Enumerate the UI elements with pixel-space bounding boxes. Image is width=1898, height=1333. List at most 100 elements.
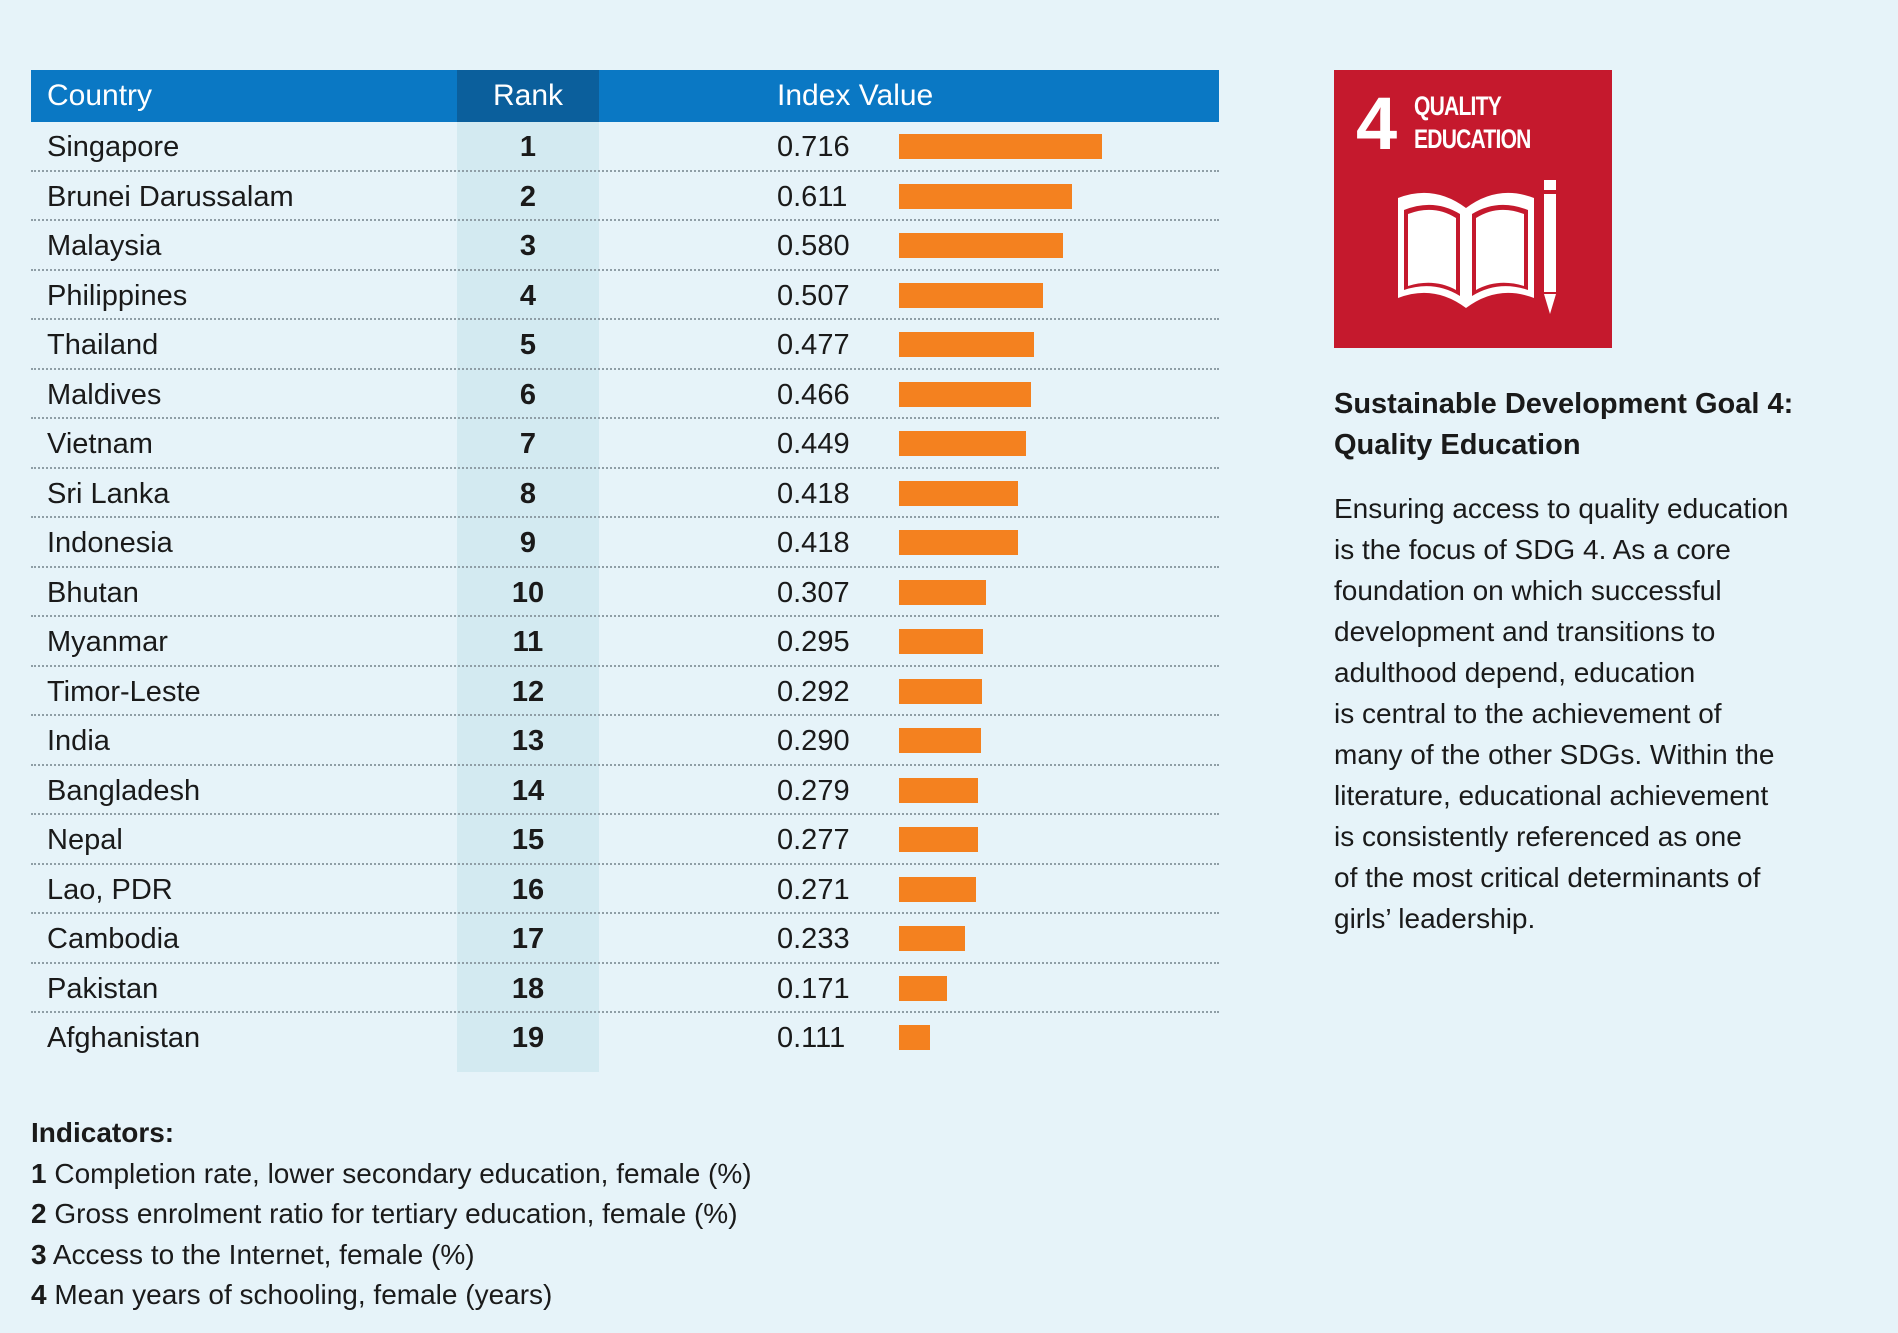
table-row: Indonesia 9 0.418 [31, 518, 1219, 568]
index-value-bar [899, 530, 1018, 555]
rank-cell: 1 [519, 131, 537, 163]
sdg-description-line: is central to the achievement of [1334, 698, 1722, 729]
sdg-description-line: foundation on which successful [1334, 575, 1722, 606]
rank-cell: 13 [511, 725, 545, 757]
index-value-bar [899, 629, 983, 654]
indicator-text: Completion rate, lower secondary educati… [54, 1157, 752, 1189]
table-header: Country Rank Index Value [31, 70, 1219, 122]
index-value-bar [899, 183, 1073, 209]
sdg-logo-label-line1: QUALITY [1414, 91, 1502, 121]
sdg-description-line: adulthood depend, education [1334, 657, 1696, 688]
index-value-label: 0.418 [777, 527, 850, 559]
table-row: Bhutan 10 0.307 [31, 568, 1219, 617]
indicators-title: Indicators: [31, 1117, 175, 1148]
rank-cell: 6 [519, 378, 537, 411]
rank-cell: 4 [519, 279, 537, 312]
rank-cell: 5 [519, 329, 537, 361]
index-value-label: 0.233 [777, 923, 850, 955]
index-value-label: 0.507 [777, 279, 850, 312]
indicator-text: Mean years of schooling, female (years) [54, 1279, 553, 1310]
country-cell: India [47, 725, 110, 757]
rank-cell: 10 [511, 576, 545, 609]
table-row: Bangladesh 14 0.279 [31, 766, 1219, 815]
rank-cell: 19 [511, 1022, 545, 1054]
index-value-label: 0.716 [777, 131, 850, 163]
index-value-label: 0.111 [777, 1022, 846, 1054]
index-value-bar [899, 134, 1102, 159]
sdg-description-line: is the focus of SDG 4. As a core [1334, 534, 1731, 565]
index-value-bar [899, 381, 1032, 407]
rank-cell: 14 [511, 774, 545, 807]
header-country: Country [47, 79, 153, 112]
index-value-bar [899, 579, 987, 605]
indicator-text: Access to the Internet, female (%) [52, 1238, 475, 1270]
rank-cell: 9 [519, 527, 537, 559]
rank-cell: 8 [519, 477, 537, 510]
index-value-bar [899, 975, 948, 1001]
country-cell: Pakistan [47, 972, 159, 1005]
rank-cell: 7 [519, 428, 537, 460]
country-cell: Afghanistan [47, 1022, 201, 1054]
sdg-description: Ensuring access to quality education is t… [1334, 488, 1874, 939]
index-value-label: 0.466 [777, 378, 850, 411]
rank-column-band [457, 70, 599, 1072]
table-row: Lao, PDR 16 0.271 [31, 865, 1219, 914]
header-rank: Rank [492, 79, 564, 112]
country-cell: Cambodia [47, 923, 180, 955]
indicator-number: 3 [31, 1238, 47, 1270]
sdg-logo-number: 4 [1356, 82, 1398, 165]
country-cell: Thailand [47, 329, 159, 361]
index-value-bar [899, 777, 979, 803]
index-value-bar [899, 678, 982, 704]
table-row: Timor-Leste 12 0.292 [31, 667, 1219, 716]
sdg-description-line: girls’ leadership. [1334, 903, 1536, 934]
index-value-label: 0.271 [777, 873, 850, 906]
index-table: Country Rank Index Value Singapore 1 0.716… [31, 70, 1219, 1072]
rank-cell: 3 [519, 230, 537, 262]
table-row: Cambodia 17 0.233 [31, 914, 1219, 964]
country-cell: Lao, PDR [47, 873, 173, 906]
sdg-title-line1: Sustainable Development Goal 4: [1334, 388, 1794, 420]
sdg-logo-label: QUALITY EDUCATION [1414, 90, 1531, 156]
country-cell: Brunei Darussalam [47, 180, 294, 213]
rank-cell: 15 [511, 824, 545, 856]
sdg-description-line: literature, educational achievement [1334, 780, 1769, 811]
index-value-label: 0.307 [777, 576, 850, 609]
country-cell: Bhutan [47, 576, 139, 609]
country-cell: Indonesia [47, 527, 173, 559]
index-value-bar [899, 1025, 931, 1050]
rank-header-cell [457, 70, 599, 122]
index-value-label: 0.292 [777, 675, 850, 708]
table-row: Brunei Darussalam 2 0.611 [31, 172, 1219, 221]
country-cell: Myanmar [47, 626, 168, 658]
index-value-bar [899, 332, 1035, 357]
book-pencil-icon [1398, 180, 1556, 314]
indicator-item: 3 Access to the Internet, female (%) [31, 1235, 752, 1276]
sdg-description-line: Ensuring access to quality education [1334, 493, 1789, 524]
table-row: Thailand 5 0.477 [31, 320, 1219, 370]
table-row: Maldives 6 0.466 [31, 370, 1219, 419]
index-value-bar [899, 876, 976, 902]
index-value-bar [899, 827, 978, 852]
index-value-label: 0.277 [777, 824, 850, 856]
country-cell: Nepal [47, 824, 123, 856]
country-cell: Timor-Leste [47, 675, 201, 708]
sdg-description-line: development and transitions to [1334, 616, 1716, 647]
index-value-label: 0.418 [777, 477, 850, 510]
table-row: Sri Lanka 8 0.418 [31, 469, 1219, 518]
sdg-logo-label-line2: EDUCATION [1414, 124, 1531, 154]
index-value-label: 0.477 [777, 329, 850, 361]
table-row: Malaysia 3 0.580 [31, 221, 1219, 271]
index-value-bar [899, 926, 966, 951]
table-row: Vietnam 7 0.449 [31, 419, 1219, 469]
sdg-description-line: of the most critical determinants of [1334, 862, 1761, 893]
index-value-bar [899, 233, 1064, 258]
indicator-number: 2 [31, 1198, 47, 1229]
index-value-label: 0.279 [777, 774, 850, 807]
index-value-label: 0.580 [777, 230, 850, 262]
sdg-description-line: many of the other SDGs. Within the [1334, 739, 1775, 770]
index-value-label: 0.290 [777, 725, 850, 757]
index-value-bar [899, 728, 982, 753]
rank-cell: 12 [511, 675, 545, 708]
table-row: India 13 0.290 [31, 716, 1219, 766]
